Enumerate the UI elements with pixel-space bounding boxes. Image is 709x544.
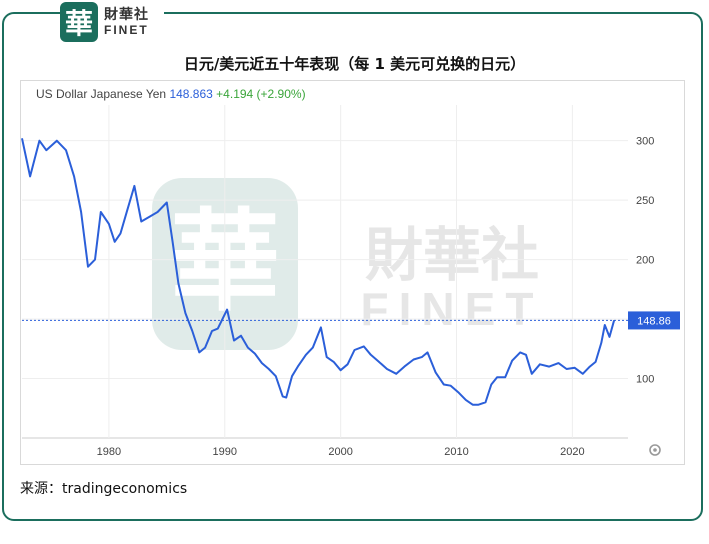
y-tick-label: 250: [636, 195, 654, 207]
series-line: [21, 138, 616, 406]
x-tick-label: 2020: [560, 446, 584, 458]
last-value-badge: 148.86: [628, 311, 680, 330]
x-axis-ticks: 1980 1990 2000 2010 2020: [97, 446, 585, 458]
logo-en-text: FINET: [104, 23, 149, 37]
logo-mark: 華: [60, 2, 98, 42]
card-frame: [2, 12, 703, 521]
watermark: 華 財華社 FINET: [152, 178, 544, 350]
logo-cn-text: 財華社: [104, 7, 149, 23]
y-axis-ticks: 100 200 250 300: [636, 136, 654, 386]
chart-legend: US Dollar Japanese Yen 148.863 +4.194 (+…: [36, 87, 306, 101]
chart-panel: [20, 80, 685, 465]
settings-icon[interactable]: [649, 444, 661, 456]
legend-series-name: US Dollar Japanese Yen: [36, 87, 167, 101]
source-note: 来源：tradingeconomics: [20, 481, 188, 497]
y-tick-label: 300: [636, 136, 654, 148]
grid-lines: [22, 105, 628, 439]
x-tick-label: 2000: [328, 446, 352, 458]
series-lines: [21, 138, 616, 406]
x-tick-label: 1980: [97, 446, 121, 458]
last-value-label: 148.86: [637, 315, 671, 327]
finet-logo: 華 財華社 FINET: [60, 0, 164, 44]
x-tick-label: 2010: [444, 446, 468, 458]
last-value-badge-bg: [628, 311, 680, 330]
legend-change: +4.194 (+2.90%): [216, 87, 306, 101]
y-tick-label: 100: [636, 374, 654, 386]
watermark-cn: 財華社: [365, 221, 539, 289]
chart-title: 日元/美元近五十年表现（每 1 美元可兑换的日元）: [183, 55, 526, 73]
legend-price: 148.863: [169, 87, 213, 101]
y-tick-label: 200: [636, 255, 654, 267]
x-tick-label: 1990: [213, 446, 237, 458]
watermark-en: FINET: [361, 283, 544, 335]
